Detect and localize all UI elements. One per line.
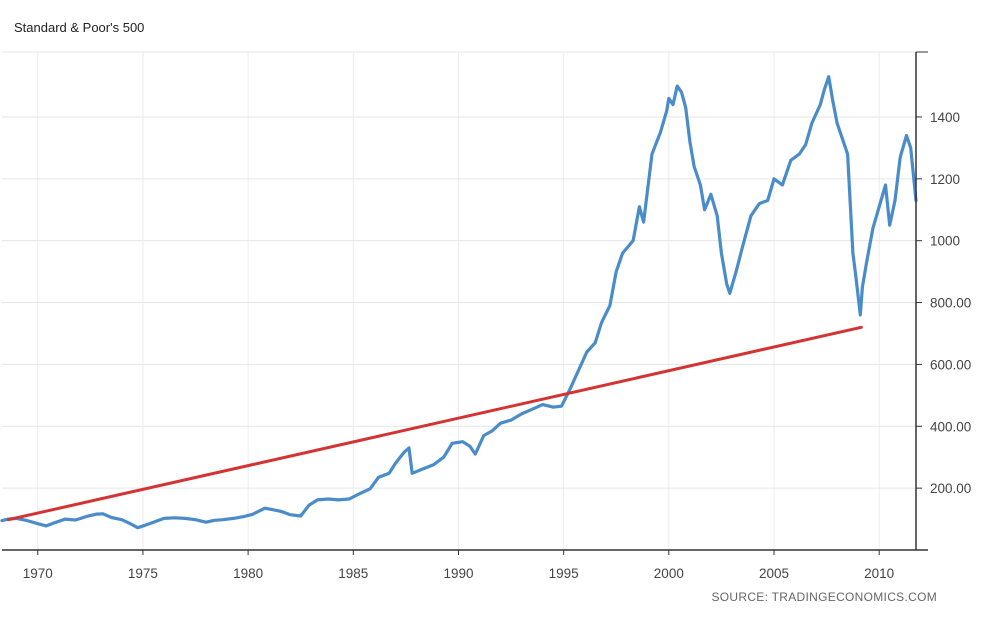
y-tick-label: 1000 — [930, 234, 960, 249]
x-tick-label: 1980 — [233, 566, 263, 581]
x-tick-label: 2010 — [864, 566, 894, 581]
series-line-trend — [6, 325, 863, 522]
y-tick-label: 1200 — [930, 172, 960, 187]
x-tick-label: 1985 — [338, 566, 368, 581]
axes: 1970 1975 1980 1985 1990 1995 2000 2005 2010 200.… — [2, 51, 971, 581]
x-tick-label: 2005 — [759, 566, 789, 581]
x-tick-label: 1995 — [549, 566, 579, 581]
y-tick-label: 600.00 — [930, 357, 971, 372]
grid-lines — [2, 51, 916, 550]
series-layer — [0, 75, 918, 530]
x-tick-label: 1975 — [128, 566, 158, 581]
x-tick-label: 2000 — [654, 566, 684, 581]
y-tick-label: 400.00 — [930, 419, 971, 434]
chart-title: Standard & Poor's 500 — [14, 20, 145, 35]
y-tick-label: 800.00 — [930, 296, 971, 311]
source-label: SOURCE: TRADINGECONOMICS.COM — [711, 590, 937, 604]
y-tick-label: 200.00 — [930, 481, 971, 496]
series-line-sp500 — [0, 75, 918, 530]
y-tick-label: 1400 — [930, 110, 960, 125]
x-tick-label: 1970 — [23, 566, 53, 581]
x-tick-label: 1990 — [443, 566, 473, 581]
